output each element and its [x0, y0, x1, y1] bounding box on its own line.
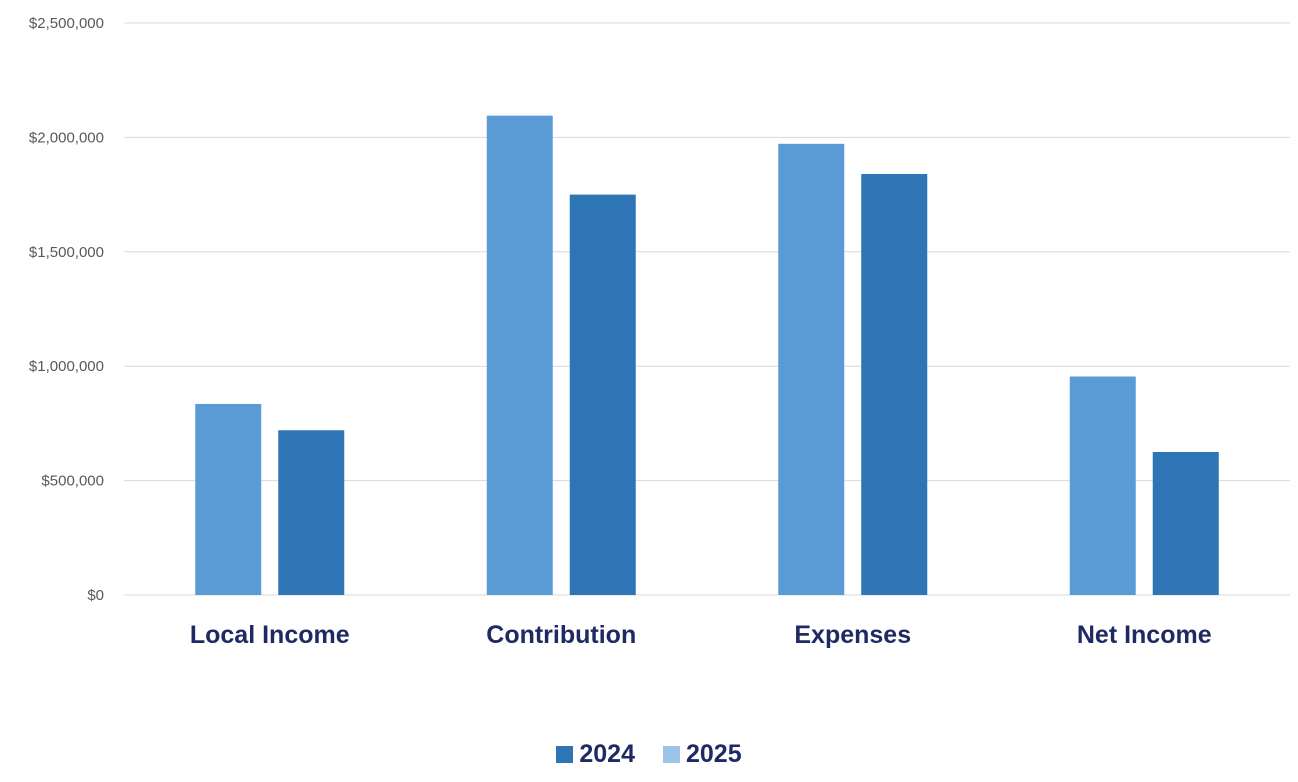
y-tick-label: $1,000,000 [29, 358, 104, 375]
y-tick-label: $2,500,000 [29, 15, 104, 32]
bar-chart: $0 $500,000 $1,000,000 $1,500,000 $2,000,000… [29, 15, 1290, 649]
legend-item-2025: 2025 [663, 740, 742, 769]
y-tick-label: $1,500,000 [29, 244, 104, 261]
bar-2025-expenses [778, 143, 845, 595]
bar-2024-expenses [861, 174, 928, 595]
bar-2025-net-income [1069, 376, 1136, 595]
bar-2025-local-income [195, 403, 262, 595]
legend-label-2025: 2025 [686, 740, 742, 768]
y-tick-label: $2,000,000 [29, 129, 104, 146]
bar-2025-contribution [486, 115, 553, 595]
x-tick-label: Net Income [1077, 621, 1212, 649]
y-axis-ticks: $0 $500,000 $1,000,000 $1,500,000 $2,000,000… [29, 15, 104, 604]
x-axis-ticks: Local Income Contribution Expenses Net Inco… [190, 621, 1212, 649]
x-tick-label: Expenses [794, 621, 911, 649]
y-tick-label: $0 [87, 587, 104, 604]
bar-2024-contribution [569, 194, 636, 595]
legend-label-2024: 2024 [579, 740, 635, 768]
x-tick-label: Local Income [190, 621, 350, 649]
legend-swatch-2024 [556, 746, 574, 763]
bars [195, 115, 1219, 595]
x-tick-label: Contribution [486, 621, 636, 649]
bar-2024-net-income [1152, 452, 1219, 595]
legend-swatch-2025 [663, 746, 680, 763]
legend: 2024 2025 [0, 740, 1298, 769]
y-tick-label: $500,000 [41, 473, 104, 490]
bar-2024-local-income [278, 430, 345, 595]
legend-item-2024: 2024 [556, 740, 635, 769]
